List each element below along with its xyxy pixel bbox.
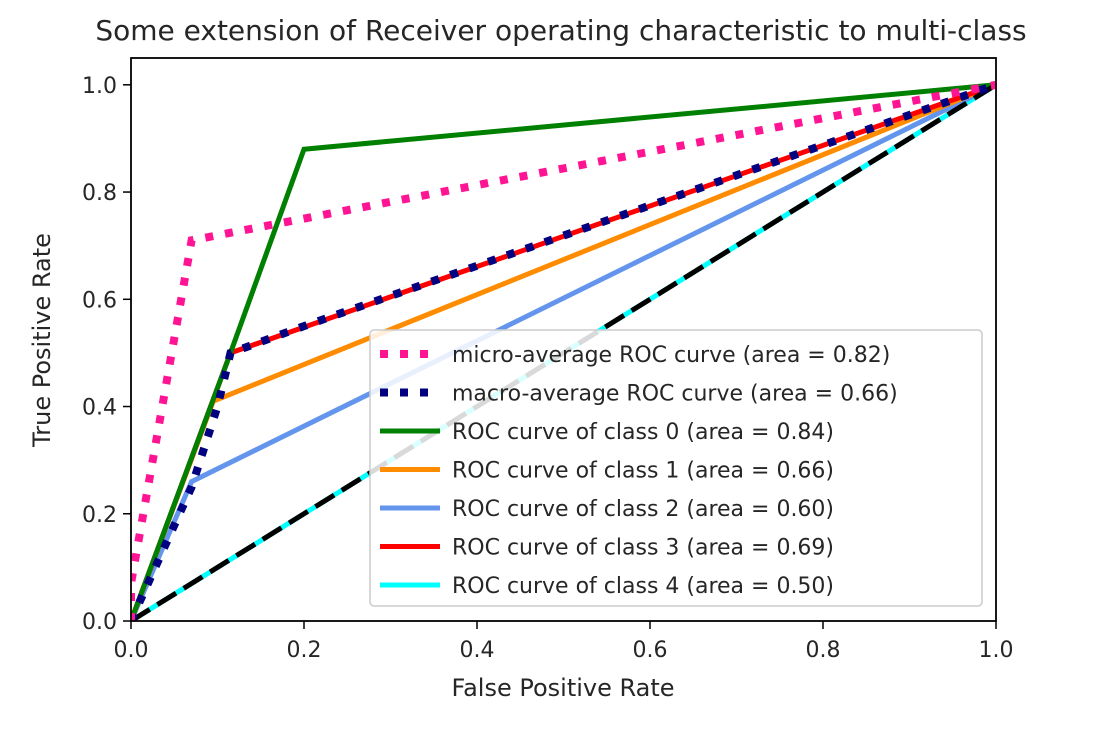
- legend: micro-average ROC curve (area = 0.82) mac…: [369, 329, 983, 607]
- x-tick-label-2: 0.4: [460, 638, 495, 663]
- legend-label-4: ROC curve of class 2 (area = 0.60): [452, 497, 834, 522]
- plot-frame: [130, 57, 997, 622]
- x-tick-label-5: 1.0: [979, 638, 1014, 663]
- y-tick-label-3: 0.6: [82, 288, 117, 313]
- legend-label-3: ROC curve of class 1 (area = 0.66): [452, 459, 834, 484]
- y-tick-label-4: 0.8: [82, 181, 117, 206]
- x-tick-label-4: 0.8: [806, 638, 841, 663]
- y-tick-label-0: 0.0: [82, 610, 117, 635]
- legend-label-6: ROC curve of class 4 (area = 0.50): [452, 574, 834, 599]
- legend-label-0: micro-average ROC curve (area = 0.82): [452, 343, 890, 368]
- chart-title: Some extension of Receiver operating cha…: [95, 14, 1026, 47]
- x-tick-label-1: 0.2: [287, 638, 322, 663]
- series-line-1: [131, 81, 996, 621]
- legend-label-1: macro-average ROC curve (area = 0.66): [452, 382, 898, 407]
- legend-label-2: ROC curve of class 0 (area = 0.84): [452, 420, 834, 445]
- y-tick-label-5: 1.0: [82, 74, 117, 99]
- x-axis-label: False Positive Rate: [451, 674, 674, 702]
- legend-box: [369, 329, 983, 607]
- y-axis-label: True Positive Rate: [28, 233, 56, 448]
- x-tick-label-3: 0.6: [633, 638, 668, 663]
- x-tick-label-0: 0.0: [114, 638, 149, 663]
- series-line-4: [131, 82, 996, 621]
- y-tick-label-1: 0.2: [82, 503, 117, 528]
- legend-label-5: ROC curve of class 3 (area = 0.69): [452, 536, 834, 561]
- series-line-2: [131, 82, 996, 621]
- y-tick-label-2: 0.4: [82, 396, 117, 421]
